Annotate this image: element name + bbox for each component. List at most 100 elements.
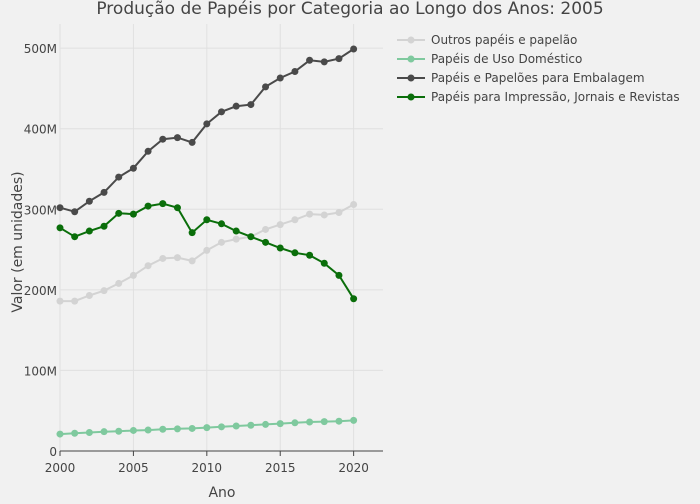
data-point	[71, 297, 79, 305]
data-point	[85, 292, 93, 300]
series-group	[56, 45, 358, 438]
x-axis-title: Ano	[208, 485, 235, 500]
y-tick-label: 500M	[24, 42, 57, 56]
data-point	[188, 138, 196, 146]
data-point	[291, 216, 299, 224]
legend-marker	[407, 93, 415, 101]
data-point	[276, 221, 284, 229]
data-point	[350, 45, 358, 53]
legend-label: Outros papéis e papelão	[431, 33, 577, 47]
data-point	[100, 428, 108, 436]
data-point	[306, 418, 314, 426]
y-tick-label: 200M	[24, 284, 57, 298]
x-tick-label: 2005	[118, 461, 149, 475]
data-point	[100, 222, 108, 230]
data-point	[71, 429, 79, 437]
data-point	[129, 210, 137, 218]
legend-marker	[407, 74, 415, 82]
data-point	[335, 55, 343, 63]
data-point	[173, 425, 181, 433]
data-point	[306, 251, 314, 259]
y-tick-label: 0	[49, 445, 57, 459]
data-point	[232, 227, 240, 235]
data-point	[115, 173, 123, 181]
y-tick-label: 300M	[24, 203, 57, 217]
axes: 0 100M 200M 300M 400M 500M 2000 2005 2010 2015 202…	[24, 42, 383, 475]
data-point	[232, 422, 240, 430]
data-point	[115, 209, 123, 217]
data-point	[247, 421, 255, 429]
data-point	[173, 134, 181, 142]
data-point	[129, 271, 137, 279]
data-point	[56, 297, 64, 305]
data-point	[144, 147, 152, 155]
data-point	[144, 202, 152, 210]
series	[56, 200, 358, 303]
legend-item: Papéis e Papelões para Embalagem	[397, 71, 645, 85]
data-point	[350, 295, 358, 303]
data-point	[100, 188, 108, 196]
data-point	[115, 279, 123, 287]
data-point	[232, 235, 240, 243]
data-point	[188, 229, 196, 237]
data-point	[144, 426, 152, 434]
data-point	[159, 135, 167, 143]
y-tick-label: 400M	[24, 123, 57, 137]
x-tick-label: 2015	[265, 461, 296, 475]
data-point	[320, 211, 328, 219]
data-point	[247, 233, 255, 241]
data-point	[262, 238, 270, 246]
data-point	[291, 249, 299, 257]
data-point	[100, 287, 108, 295]
data-point	[159, 200, 167, 208]
data-point	[291, 419, 299, 427]
data-point	[188, 424, 196, 432]
legend-marker	[407, 55, 415, 63]
chart-title: Produção de Papéis por Categoria ao Long…	[96, 0, 603, 19]
x-tick-label: 2020	[338, 461, 369, 475]
data-point	[218, 108, 225, 116]
data-point	[350, 416, 358, 424]
data-point	[85, 197, 93, 205]
x-tick-label: 2000	[45, 461, 76, 475]
data-point	[335, 271, 343, 279]
data-point	[276, 74, 284, 82]
data-point	[247, 101, 255, 109]
data-point	[291, 68, 299, 76]
data-point	[276, 244, 284, 252]
legend-label: Papéis de Uso Doméstico	[431, 52, 582, 66]
data-point	[129, 426, 137, 434]
data-point	[262, 225, 270, 233]
data-point	[203, 216, 211, 224]
data-point	[56, 430, 64, 438]
data-point	[56, 224, 64, 232]
data-point	[203, 424, 211, 432]
data-point	[71, 233, 79, 241]
legend: Outros papéis e papelão Papéis de Uso Dom…	[397, 33, 680, 104]
data-point	[159, 254, 167, 262]
y-tick-label: 100M	[24, 364, 57, 378]
legend-item: Papéis para Impressão, Jornais e Revista…	[397, 90, 680, 104]
data-point	[203, 120, 211, 128]
data-point	[320, 58, 328, 66]
data-point	[262, 420, 270, 428]
data-point	[144, 262, 152, 270]
series	[56, 45, 358, 216]
data-point	[173, 204, 181, 212]
data-point	[335, 209, 343, 217]
data-point	[306, 56, 314, 64]
gridlines	[59, 24, 383, 451]
data-point	[262, 83, 270, 91]
data-point	[306, 210, 314, 218]
data-point	[232, 102, 240, 110]
data-point	[350, 200, 358, 208]
y-axis-title: Valor (em unidades)	[10, 171, 26, 312]
data-point	[276, 420, 284, 428]
data-point	[71, 208, 79, 216]
data-point	[159, 425, 167, 433]
data-point	[129, 164, 137, 172]
data-point	[335, 417, 343, 425]
data-point	[218, 238, 225, 246]
legend-label: Papéis e Papelões para Embalagem	[431, 71, 645, 85]
